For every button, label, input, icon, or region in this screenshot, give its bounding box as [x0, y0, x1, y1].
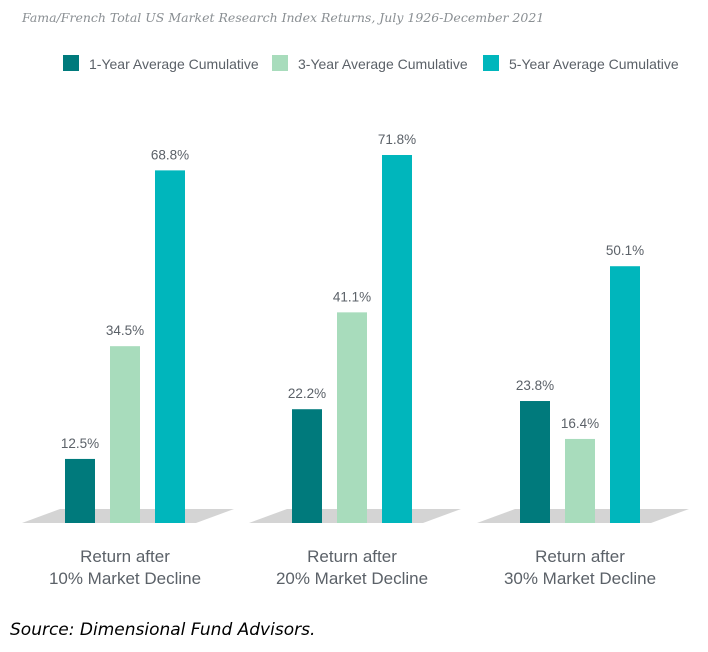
- legend-label-3: 5-Year Average Cumulative: [509, 56, 679, 72]
- data-labels: 12.5% 34.5% 68.8% 22.2% 41.1% 71.8% 23.8% 16.4%…: [61, 132, 644, 451]
- bar-3-2: [565, 438, 595, 523]
- bar-1-1: [65, 458, 95, 523]
- bar-3-3: [610, 266, 640, 523]
- legend: 1-Year Average Cumulative 3-Year Average …: [63, 55, 679, 72]
- legend-label-1: 1-Year Average Cumulative: [89, 56, 259, 72]
- category-label-3-2: 30% Market Decline: [504, 569, 656, 588]
- data-label-1-2: 34.5%: [106, 323, 144, 338]
- bar-2-1: [292, 409, 322, 523]
- bar-3-1: [520, 401, 550, 523]
- category-label-2-1: Return after: [307, 547, 397, 566]
- data-label-2-3: 71.8%: [378, 132, 416, 147]
- bar-1-3: [155, 170, 185, 523]
- legend-swatch-3: [483, 55, 499, 71]
- bar-2-3: [382, 155, 412, 523]
- data-label-1-3: 68.8%: [151, 147, 189, 162]
- category-label-2-2: 20% Market Decline: [276, 569, 428, 588]
- data-label-3-2: 16.4%: [561, 416, 599, 431]
- source-note: Source: Dimensional Fund Advisors.: [10, 620, 316, 640]
- category-label-3-1: Return after: [535, 547, 625, 566]
- bar-2-2: [337, 312, 367, 523]
- chart-title: Fama/French Total US Market Research Ind…: [21, 10, 544, 25]
- legend-label-2: 3-Year Average Cumulative: [298, 56, 468, 72]
- category-label-1-1: Return after: [80, 547, 170, 566]
- category-label-1-2: 10% Market Decline: [49, 569, 201, 588]
- data-label-1-1: 12.5%: [61, 436, 99, 451]
- bar-1-2: [110, 346, 140, 523]
- chart: Fama/French Total US Market Research Ind…: [21, 10, 689, 588]
- data-label-2-2: 41.1%: [333, 289, 371, 304]
- category-labels: Return after 10% Market Decline Return aft…: [49, 547, 656, 588]
- legend-swatch-1: [63, 55, 79, 71]
- legend-swatch-2: [272, 55, 288, 71]
- bars: [65, 155, 640, 523]
- data-label-2-1: 22.2%: [288, 386, 326, 401]
- data-label-3-3: 50.1%: [606, 243, 644, 258]
- data-label-3-1: 23.8%: [516, 378, 554, 393]
